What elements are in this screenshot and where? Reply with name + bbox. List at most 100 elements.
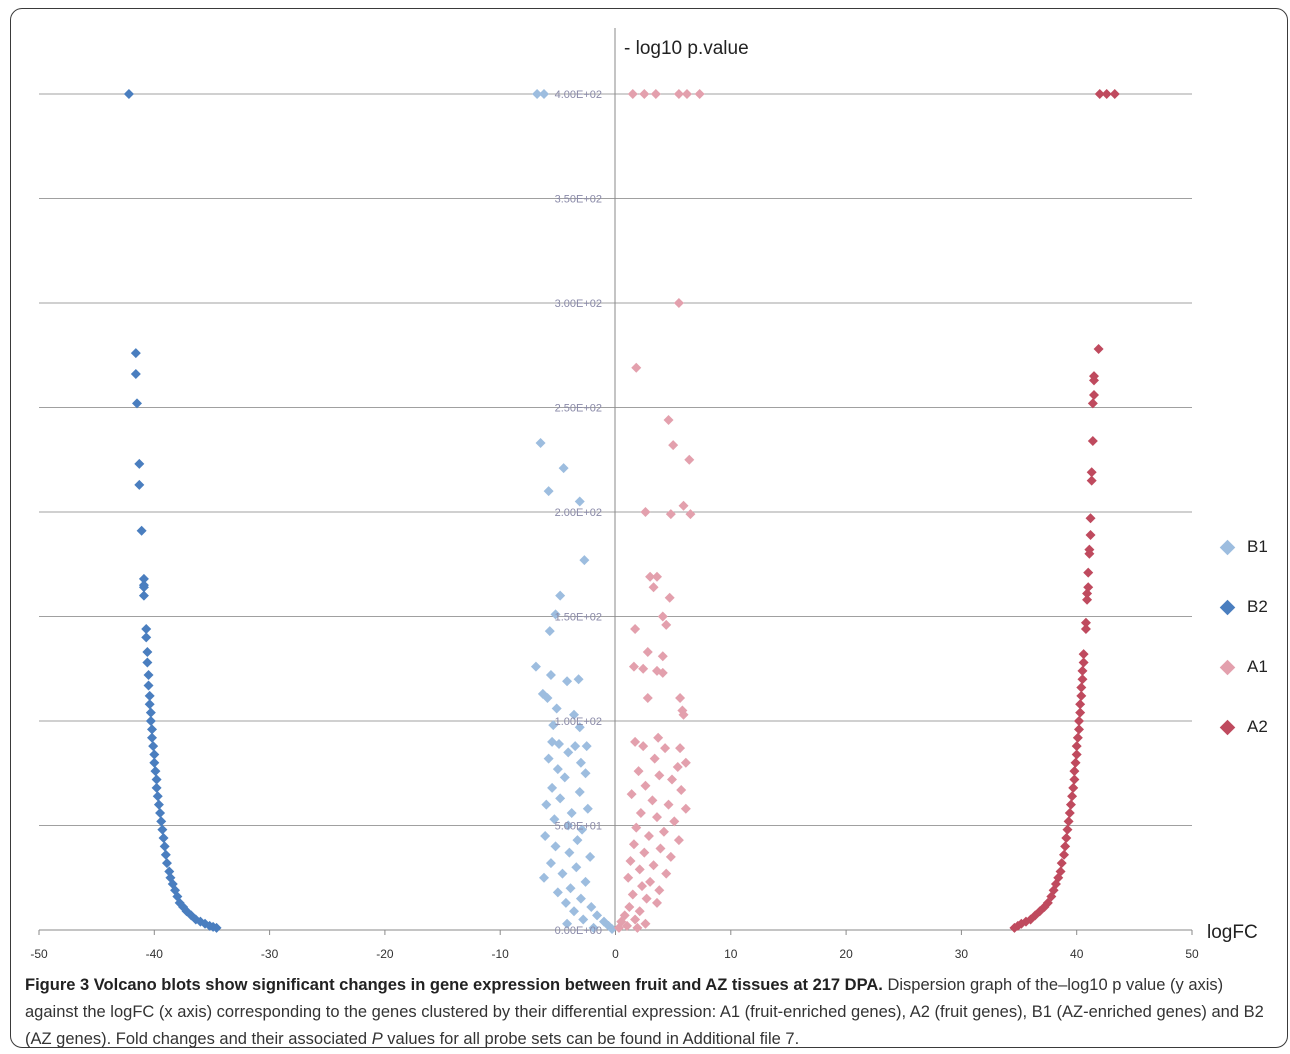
point-A2 xyxy=(1082,588,1093,599)
y-axis-title: - log10 p.value xyxy=(624,38,749,59)
point-A2 xyxy=(1083,582,1094,593)
point-A1 xyxy=(658,826,669,837)
point-A2 xyxy=(1094,89,1105,99)
point-A1 xyxy=(678,709,689,720)
point-A1 xyxy=(652,571,663,582)
figure-caption: Figure 3 Volcano blots show significant … xyxy=(25,972,1277,1053)
y-tick-label: 1.00E+02 xyxy=(555,716,602,728)
point-B1 xyxy=(555,590,566,601)
point-B1 xyxy=(575,893,586,904)
point-B1 xyxy=(574,496,585,507)
point-A1 xyxy=(685,509,696,520)
point-A1 xyxy=(626,789,637,800)
legend-label: B1 xyxy=(1247,537,1268,556)
point-B2 xyxy=(143,680,154,691)
data-points xyxy=(123,89,1120,934)
point-A1 xyxy=(631,822,642,833)
legend-item-B1: B1 xyxy=(1218,517,1268,577)
point-B1 xyxy=(580,768,591,779)
figure-frame xyxy=(10,8,1288,1048)
point-A2 xyxy=(1068,782,1079,793)
point-A1 xyxy=(663,799,674,810)
point-B1 xyxy=(552,887,563,898)
point-A2 xyxy=(1071,741,1082,752)
point-A1 xyxy=(655,843,666,854)
series-A1 xyxy=(613,89,705,933)
point-A2 xyxy=(1082,594,1093,605)
series-B2 xyxy=(123,89,222,933)
point-B2 xyxy=(145,716,156,726)
point-A1 xyxy=(622,920,633,931)
point-B1 xyxy=(566,807,577,818)
x-tick-label: 50 xyxy=(1185,947,1199,961)
point-B1 xyxy=(582,803,593,814)
point-B1 xyxy=(578,914,589,925)
series-A2 xyxy=(1009,89,1120,933)
point-A1 xyxy=(654,885,665,896)
point-A1 xyxy=(637,881,648,892)
point-B1 xyxy=(543,486,554,497)
point-B2 xyxy=(150,766,161,777)
point-A1 xyxy=(640,507,651,517)
point-B1 xyxy=(548,720,559,731)
point-A1 xyxy=(633,766,644,777)
point-B1 xyxy=(535,438,546,449)
point-A1 xyxy=(675,693,686,704)
point-B1 xyxy=(550,609,561,620)
point-A2 xyxy=(1071,749,1082,760)
point-B1 xyxy=(588,922,599,933)
legend-label: A2 xyxy=(1247,717,1268,736)
point-A1 xyxy=(668,440,679,451)
point-B1 xyxy=(559,772,570,783)
point-A1 xyxy=(648,582,659,593)
point-A1 xyxy=(684,454,695,465)
point-A1 xyxy=(678,500,689,511)
x-tick-label: 0 xyxy=(612,947,619,961)
point-B1 xyxy=(586,902,597,913)
point-A1 xyxy=(628,839,639,850)
point-A1 xyxy=(657,611,668,622)
point-A1 xyxy=(645,876,656,887)
point-A1 xyxy=(673,298,684,308)
point-A1 xyxy=(681,89,692,99)
point-A2 xyxy=(1077,665,1088,676)
point-B2 xyxy=(138,573,149,584)
point-B1 xyxy=(552,764,563,775)
point-B1 xyxy=(564,847,575,858)
point-A1 xyxy=(639,89,650,99)
point-A2 xyxy=(1101,89,1112,99)
point-B1 xyxy=(580,876,591,887)
x-tick-label: 10 xyxy=(724,947,738,961)
point-B1 xyxy=(539,89,550,99)
x-tick-label: 40 xyxy=(1070,947,1084,961)
point-A2 xyxy=(1074,716,1085,726)
point-B1 xyxy=(570,741,581,752)
point-B2 xyxy=(155,807,166,818)
point-B1 xyxy=(544,626,555,637)
point-B1 xyxy=(545,670,556,681)
point-B2 xyxy=(145,707,156,718)
x-axis-title: logFC xyxy=(1207,922,1258,943)
point-A1 xyxy=(672,761,683,772)
point-B2 xyxy=(156,816,167,827)
point-A1 xyxy=(675,743,686,754)
point-A2 xyxy=(1009,922,1020,933)
legend-diamond-icon xyxy=(1219,599,1236,615)
caption-title: Figure 3 Volcano blots show significant … xyxy=(25,976,883,994)
point-A1 xyxy=(653,732,664,743)
point-B2 xyxy=(144,699,155,710)
point-B2 xyxy=(134,479,145,490)
point-B1 xyxy=(575,757,586,768)
point-B1 xyxy=(579,555,590,566)
point-A2 xyxy=(1087,435,1098,446)
point-B2 xyxy=(143,670,154,681)
point-B1 xyxy=(568,709,579,720)
point-A2 xyxy=(1056,858,1067,869)
legend-item-A1: A1 xyxy=(1218,637,1268,697)
point-B1 xyxy=(572,835,583,846)
point-A1 xyxy=(661,619,672,630)
point-B2 xyxy=(149,749,160,760)
point-A2 xyxy=(1088,375,1099,386)
point-A1 xyxy=(613,922,624,933)
point-B2 xyxy=(211,922,222,933)
